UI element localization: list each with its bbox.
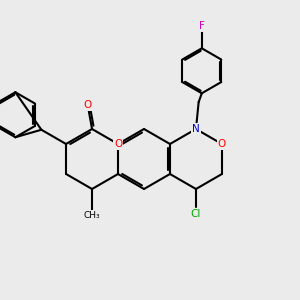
Text: CH₃: CH₃ — [84, 211, 100, 220]
Text: F: F — [199, 21, 205, 32]
Text: O: O — [114, 139, 122, 149]
Text: N: N — [192, 124, 200, 134]
Text: Cl: Cl — [191, 208, 201, 219]
Text: O: O — [84, 100, 92, 110]
Text: O: O — [218, 139, 226, 149]
